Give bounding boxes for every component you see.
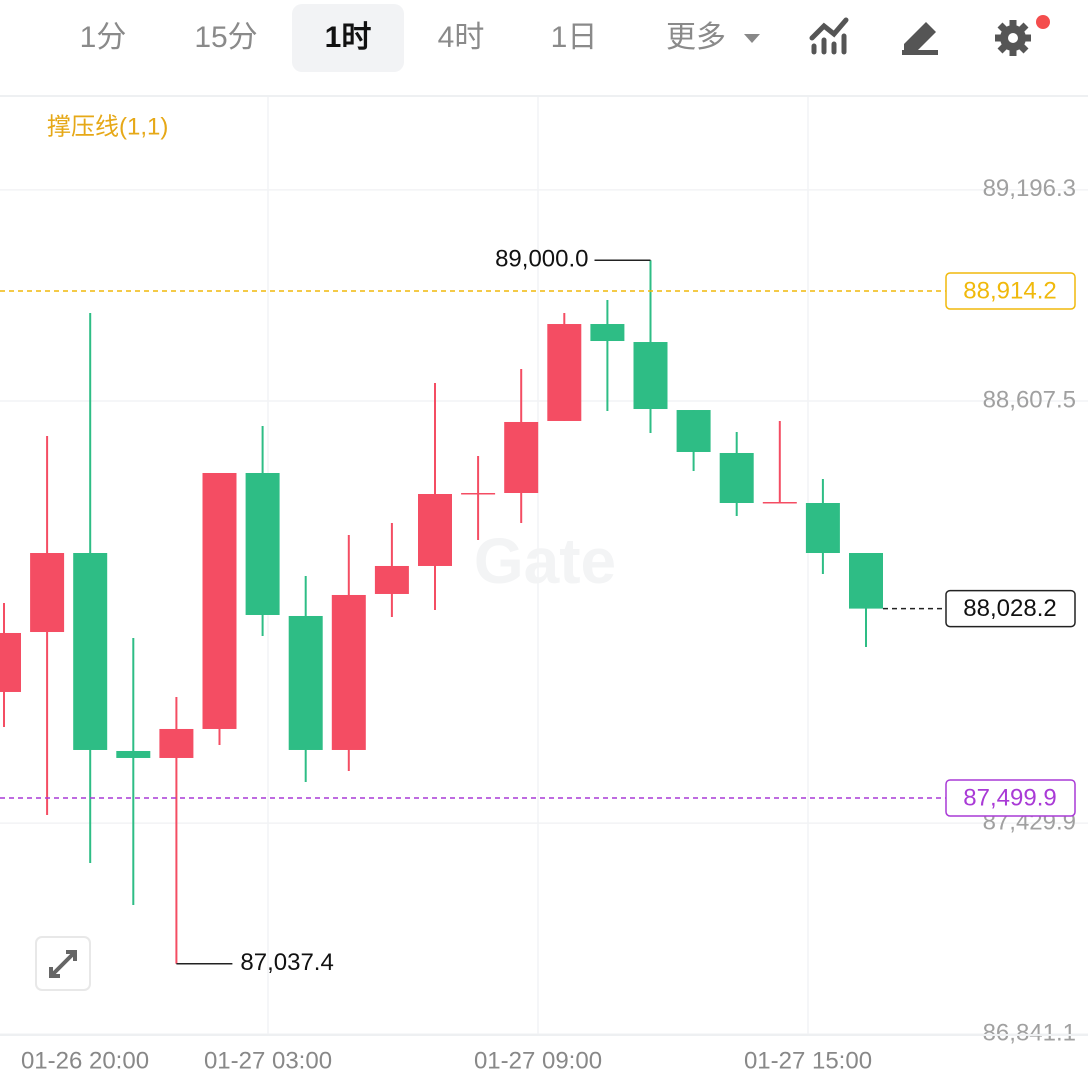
candle-body <box>418 494 452 566</box>
x-tick-label: 01-27 15:00 <box>744 1047 872 1074</box>
more-tab[interactable]: 更多 <box>666 21 726 54</box>
x-tick-label: 01-27 09:00 <box>474 1047 602 1074</box>
y-tick-label: 88,607.5 <box>983 386 1076 413</box>
interval-tab[interactable]: 4时 <box>438 21 485 54</box>
support-box <box>945 779 1076 817</box>
last_price-label: 88,028.2 <box>963 595 1056 622</box>
x-tick-label: 01-27 03:00 <box>204 1047 332 1074</box>
candle-body <box>30 553 65 633</box>
candle-body <box>288 615 323 750</box>
settings-icon[interactable] <box>995 15 1050 56</box>
interval-tab[interactable]: 1时 <box>325 21 372 54</box>
interval-tab[interactable]: 1日 <box>551 21 598 54</box>
x-tick-label: 01-26 20:00 <box>21 1047 149 1074</box>
candle-body <box>245 472 280 615</box>
resistance-box <box>945 272 1076 310</box>
toolbar: 1分 15分 1时 4时 1日 更多 <box>80 4 726 72</box>
candle-body <box>849 553 883 609</box>
candle-body <box>504 421 539 493</box>
candle-body <box>676 410 711 452</box>
last_price-box <box>945 589 1076 628</box>
interval-tab[interactable]: 15分 <box>194 21 257 54</box>
candle-body <box>633 342 668 410</box>
candle-body <box>73 553 108 750</box>
candle-body <box>202 472 237 729</box>
draw-icon[interactable] <box>902 22 938 55</box>
candle-body <box>590 324 625 342</box>
candle-body <box>805 502 840 554</box>
interval-tab[interactable]: 1分 <box>80 21 127 54</box>
expand-button[interactable] <box>35 936 91 991</box>
y-tick-label: 86,841.1 <box>983 1019 1076 1046</box>
dropdown-arrow[interactable] <box>744 34 760 43</box>
indicator-icon[interactable] <box>809 17 849 55</box>
candle-body <box>0 632 21 692</box>
low-marker-label: 87,037.4 <box>240 949 333 976</box>
candle-body <box>159 728 194 758</box>
plot-area: 86,841.187,429.988,607.589,196.3Gate撑压线(… <box>0 97 1088 1074</box>
indicator-label: 撑压线(1,1) <box>47 113 168 140</box>
watermark: Gate <box>474 525 616 597</box>
candle-body <box>374 565 409 594</box>
candle-body <box>116 750 151 758</box>
candle-body <box>719 452 754 503</box>
candle-body <box>461 492 496 495</box>
selected-tab-bg <box>292 4 404 72</box>
candle-body <box>762 501 797 504</box>
y-tick-label: 89,196.3 <box>983 175 1076 202</box>
high-marker-label: 89,000.0 <box>495 246 588 273</box>
support-label: 87,499.9 <box>963 784 1056 811</box>
candle-body <box>547 324 582 421</box>
resistance-label: 88,914.2 <box>963 277 1056 304</box>
candle-body <box>331 594 366 750</box>
